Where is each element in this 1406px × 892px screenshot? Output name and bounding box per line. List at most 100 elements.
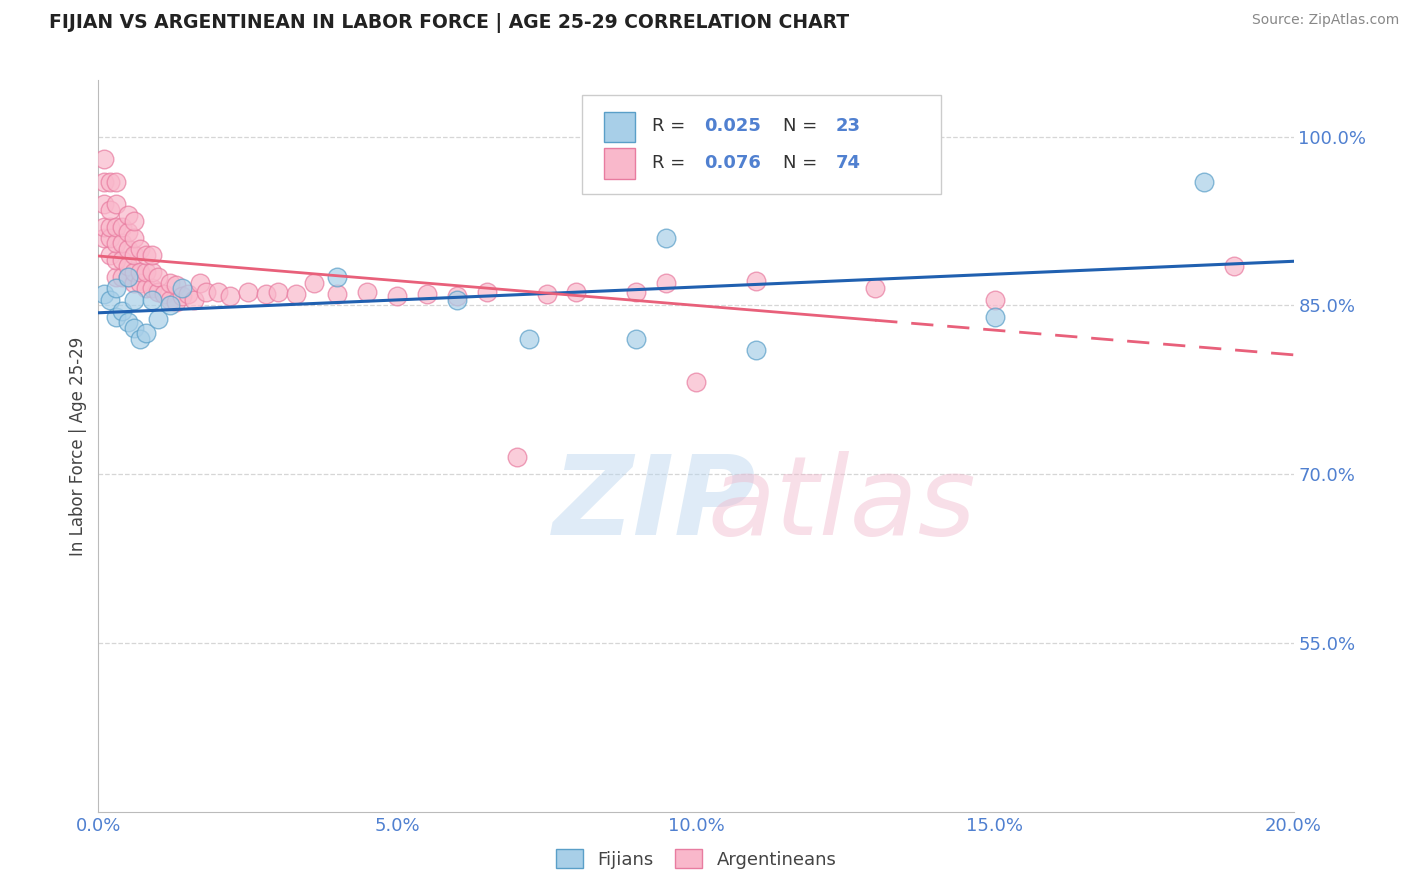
Point: [356, 285, 378, 299]
Point: [105, 310, 128, 324]
Point: [124, 231, 146, 245]
Point: [624, 332, 647, 346]
Text: atlas: atlas: [709, 451, 977, 558]
Point: [117, 315, 139, 329]
Point: [165, 295, 187, 310]
Point: [93, 152, 115, 166]
Point: [446, 293, 468, 307]
Point: [194, 285, 218, 299]
Point: [98, 202, 122, 217]
Point: [105, 270, 128, 285]
Point: [172, 289, 194, 303]
Point: [153, 287, 176, 301]
Point: [416, 287, 439, 301]
Text: 23: 23: [835, 117, 860, 135]
Point: [141, 281, 163, 295]
Text: 0.076: 0.076: [704, 154, 761, 172]
Point: [148, 285, 170, 299]
Point: [865, 281, 887, 295]
Point: [111, 219, 134, 234]
Point: [117, 270, 139, 285]
Point: [93, 197, 115, 211]
Point: [685, 375, 707, 389]
Point: [124, 276, 146, 290]
Point: [111, 236, 134, 251]
Point: [141, 264, 163, 278]
Point: [165, 278, 187, 293]
Point: [135, 248, 157, 262]
Point: [326, 287, 349, 301]
Text: R =: R =: [652, 154, 690, 172]
Text: Source: ZipAtlas.com: Source: ZipAtlas.com: [1251, 13, 1399, 28]
Point: [124, 264, 146, 278]
Point: [1223, 259, 1246, 273]
Point: [111, 270, 134, 285]
Point: [117, 208, 139, 222]
Text: ZIP: ZIP: [553, 451, 756, 558]
Point: [983, 293, 1005, 307]
Point: [105, 197, 128, 211]
Point: [159, 298, 181, 312]
Text: 0.025: 0.025: [704, 117, 761, 135]
Point: [135, 326, 157, 341]
Point: [159, 276, 181, 290]
Text: N =: N =: [783, 117, 823, 135]
Point: [124, 214, 146, 228]
Point: [655, 276, 678, 290]
Point: [1192, 175, 1215, 189]
Point: [105, 219, 128, 234]
Point: [124, 321, 146, 335]
Point: [117, 259, 139, 273]
Point: [236, 285, 259, 299]
Point: [111, 304, 134, 318]
FancyBboxPatch shape: [605, 112, 636, 143]
Point: [105, 281, 128, 295]
Point: [141, 248, 163, 262]
Point: [135, 264, 157, 278]
Point: [105, 236, 128, 251]
Text: FIJIAN VS ARGENTINEAN IN LABOR FORCE | AGE 25-29 CORRELATION CHART: FIJIAN VS ARGENTINEAN IN LABOR FORCE | A…: [49, 13, 849, 33]
Point: [624, 285, 647, 299]
Point: [93, 219, 115, 234]
Point: [745, 274, 768, 288]
Point: [188, 276, 211, 290]
Point: [172, 281, 194, 295]
Point: [302, 276, 325, 290]
Point: [124, 293, 146, 307]
Point: [93, 287, 115, 301]
Y-axis label: In Labor Force | Age 25-29: In Labor Force | Age 25-29: [69, 336, 87, 556]
Point: [98, 231, 122, 245]
Point: [267, 285, 290, 299]
Point: [207, 285, 229, 299]
Point: [129, 242, 152, 256]
Point: [129, 332, 152, 346]
Point: [517, 332, 540, 346]
Point: [124, 248, 146, 262]
Text: 74: 74: [835, 154, 860, 172]
Point: [141, 293, 163, 307]
Point: [183, 293, 205, 307]
Point: [385, 289, 409, 303]
Point: [655, 231, 678, 245]
Point: [98, 175, 122, 189]
Point: [745, 343, 768, 358]
Point: [98, 219, 122, 234]
Point: [93, 175, 115, 189]
Point: [177, 287, 200, 301]
Text: N =: N =: [783, 154, 823, 172]
Point: [105, 175, 128, 189]
Point: [565, 285, 588, 299]
Point: [284, 287, 307, 301]
Point: [148, 311, 170, 326]
Point: [219, 289, 242, 303]
Point: [159, 293, 181, 307]
Point: [254, 287, 277, 301]
Point: [117, 242, 139, 256]
FancyBboxPatch shape: [605, 148, 636, 179]
Text: R =: R =: [652, 117, 690, 135]
Point: [98, 293, 122, 307]
Point: [983, 310, 1005, 324]
Legend: Fijians, Argentineans: Fijians, Argentineans: [548, 842, 844, 876]
Point: [98, 248, 122, 262]
Point: [446, 289, 468, 303]
